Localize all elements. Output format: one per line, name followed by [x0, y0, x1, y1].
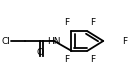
- Text: F: F: [64, 18, 69, 27]
- Text: HN: HN: [48, 36, 61, 46]
- Text: F: F: [90, 55, 95, 64]
- Text: F: F: [122, 36, 127, 46]
- Text: F: F: [90, 18, 95, 27]
- Text: Cl: Cl: [2, 36, 11, 46]
- Text: O: O: [36, 48, 43, 57]
- Text: F: F: [64, 55, 69, 64]
